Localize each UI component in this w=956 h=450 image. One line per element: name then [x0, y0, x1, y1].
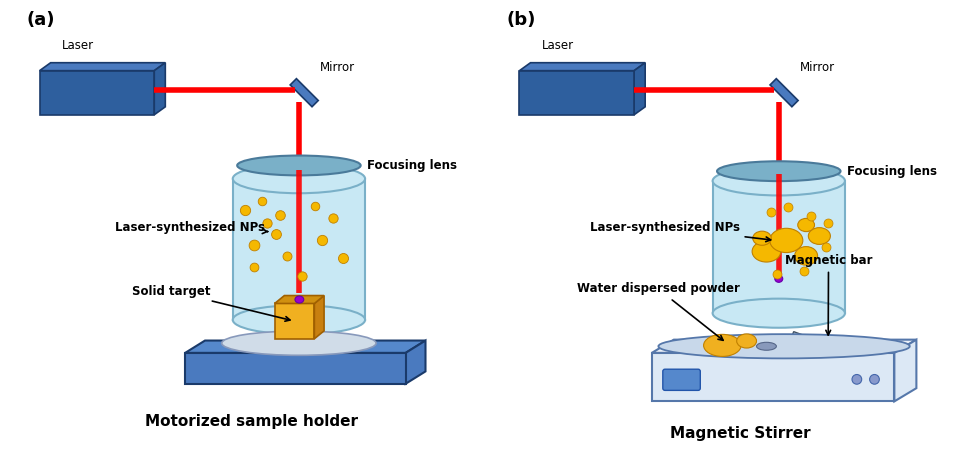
Point: [781, 204, 796, 211]
Point: [818, 243, 834, 251]
Polygon shape: [154, 63, 165, 115]
Ellipse shape: [295, 296, 304, 303]
Point: [803, 212, 818, 220]
Text: Water dispersed powder: Water dispersed powder: [576, 283, 740, 340]
Point: [820, 219, 836, 226]
Text: (a): (a): [27, 11, 54, 29]
Bar: [291, 79, 318, 107]
Polygon shape: [519, 63, 645, 71]
Ellipse shape: [232, 164, 365, 193]
Ellipse shape: [752, 241, 781, 262]
Point: [246, 263, 261, 270]
Ellipse shape: [756, 342, 776, 350]
Text: Magnetic bar: Magnetic bar: [785, 254, 872, 335]
Bar: [519, 71, 634, 115]
Ellipse shape: [659, 334, 910, 358]
Text: Mirror: Mirror: [319, 61, 355, 74]
Text: Mirror: Mirror: [799, 61, 835, 74]
Point: [336, 254, 351, 261]
Ellipse shape: [737, 334, 756, 348]
FancyBboxPatch shape: [663, 369, 701, 390]
Ellipse shape: [797, 218, 815, 232]
FancyBboxPatch shape: [232, 179, 365, 320]
Ellipse shape: [237, 156, 360, 176]
Text: Focusing lens: Focusing lens: [847, 165, 937, 178]
Text: Motorized sample holder: Motorized sample holder: [144, 414, 358, 429]
Text: Solid target: Solid target: [132, 285, 290, 321]
Point: [268, 230, 283, 238]
Ellipse shape: [852, 374, 861, 384]
Text: Laser: Laser: [541, 39, 574, 52]
Point: [272, 212, 288, 219]
Ellipse shape: [712, 299, 845, 328]
Point: [770, 270, 785, 277]
Ellipse shape: [704, 334, 741, 356]
Polygon shape: [405, 341, 425, 384]
Point: [246, 241, 261, 248]
Polygon shape: [634, 63, 645, 115]
Ellipse shape: [712, 166, 845, 195]
Ellipse shape: [770, 228, 803, 252]
Bar: [770, 79, 798, 107]
Bar: [791, 332, 839, 356]
Ellipse shape: [752, 231, 771, 245]
Ellipse shape: [222, 331, 376, 356]
Text: Magnetic Stirrer: Magnetic Stirrer: [669, 426, 811, 441]
Point: [259, 219, 274, 226]
Ellipse shape: [717, 161, 840, 181]
Bar: [274, 303, 315, 339]
Polygon shape: [185, 341, 425, 353]
Ellipse shape: [809, 228, 831, 244]
FancyBboxPatch shape: [712, 181, 845, 313]
Text: Laser-synthesized NPs: Laser-synthesized NPs: [115, 220, 268, 234]
Bar: [39, 71, 154, 115]
Bar: [185, 353, 405, 384]
Bar: [652, 353, 894, 401]
Polygon shape: [274, 296, 324, 303]
Polygon shape: [894, 340, 917, 401]
Point: [279, 252, 294, 260]
Point: [315, 237, 330, 244]
Point: [294, 272, 310, 279]
Ellipse shape: [774, 275, 783, 282]
Ellipse shape: [232, 305, 365, 334]
Point: [254, 197, 270, 204]
Text: Laser-synthesized NPs: Laser-synthesized NPs: [590, 220, 771, 242]
Polygon shape: [652, 340, 917, 353]
Text: Focusing lens: Focusing lens: [367, 159, 457, 172]
Text: Laser: Laser: [62, 39, 94, 52]
Point: [325, 215, 340, 222]
Polygon shape: [315, 296, 324, 339]
Ellipse shape: [794, 247, 817, 265]
Polygon shape: [39, 63, 165, 71]
Point: [763, 208, 778, 216]
Point: [237, 206, 252, 213]
Point: [308, 203, 323, 210]
Point: [796, 268, 812, 275]
Text: (b): (b): [507, 11, 535, 29]
Ellipse shape: [870, 374, 880, 384]
